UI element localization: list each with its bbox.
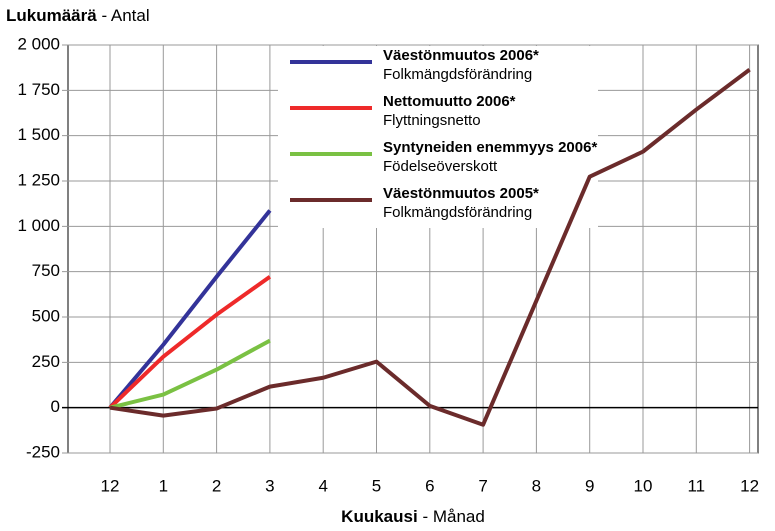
x-tick-label: 1 <box>159 476 168 495</box>
x-tick-label: 7 <box>478 476 487 495</box>
x-tick-label: 6 <box>425 476 434 495</box>
x-tick-label: 4 <box>318 476 327 495</box>
y-axis-title-main: Lukumäärä <box>6 6 97 25</box>
legend-label: Väestönmuutos 2005* <box>383 185 539 202</box>
x-tick-label: 2 <box>212 476 221 495</box>
x-axis-title-main: Kuukausi <box>341 507 418 526</box>
y-tick-label: 500 <box>32 306 60 325</box>
y-tick-label: -250 <box>26 442 60 461</box>
x-axis-title-sub: - Månad <box>422 507 484 526</box>
legend-sublabel: Folkmängdsförändring <box>383 66 532 83</box>
series-line <box>108 275 272 410</box>
x-tick-label: 9 <box>585 476 594 495</box>
x-tick-label: 3 <box>265 476 274 495</box>
y-tick-label: 0 <box>51 397 60 416</box>
series-line <box>108 209 272 409</box>
y-tick-label: 1 250 <box>17 170 60 189</box>
y-tick-label: 1 000 <box>17 216 60 235</box>
y-tick-label: 1 500 <box>17 125 60 144</box>
y-tick-label: 1 750 <box>17 80 60 99</box>
legend-box <box>278 46 598 228</box>
legend-sublabel: Flyttningsnetto <box>383 112 481 129</box>
legend-sublabel: Folkmängdsförändring <box>383 204 532 221</box>
legend-sublabel: Födelseöverskott <box>383 158 498 175</box>
y-tick-label: 750 <box>32 261 60 280</box>
x-tick-label: 10 <box>634 476 653 495</box>
legend-label: Syntyneiden enemmyys 2006* <box>383 139 597 156</box>
series-line <box>109 68 751 427</box>
x-tick-label: 5 <box>372 476 381 495</box>
y-tick-label: 2 000 <box>17 34 60 53</box>
x-tick-label: 12 <box>101 476 120 495</box>
series-line <box>109 338 271 410</box>
y-axis-title: Lukumäärä - Antal <box>6 6 150 25</box>
y-tick-label: 250 <box>32 352 60 371</box>
y-axis-title-sub: - Antal <box>101 6 149 25</box>
x-axis-title: Kuukausi - Månad <box>341 507 485 526</box>
x-tick-label: 8 <box>532 476 541 495</box>
x-tick-label: 12 <box>740 476 759 495</box>
x-tick-label: 11 <box>687 476 705 495</box>
legend-label: Nettomuutto 2006* <box>383 93 516 110</box>
legend-label: Väestönmuutos 2006* <box>383 47 539 64</box>
